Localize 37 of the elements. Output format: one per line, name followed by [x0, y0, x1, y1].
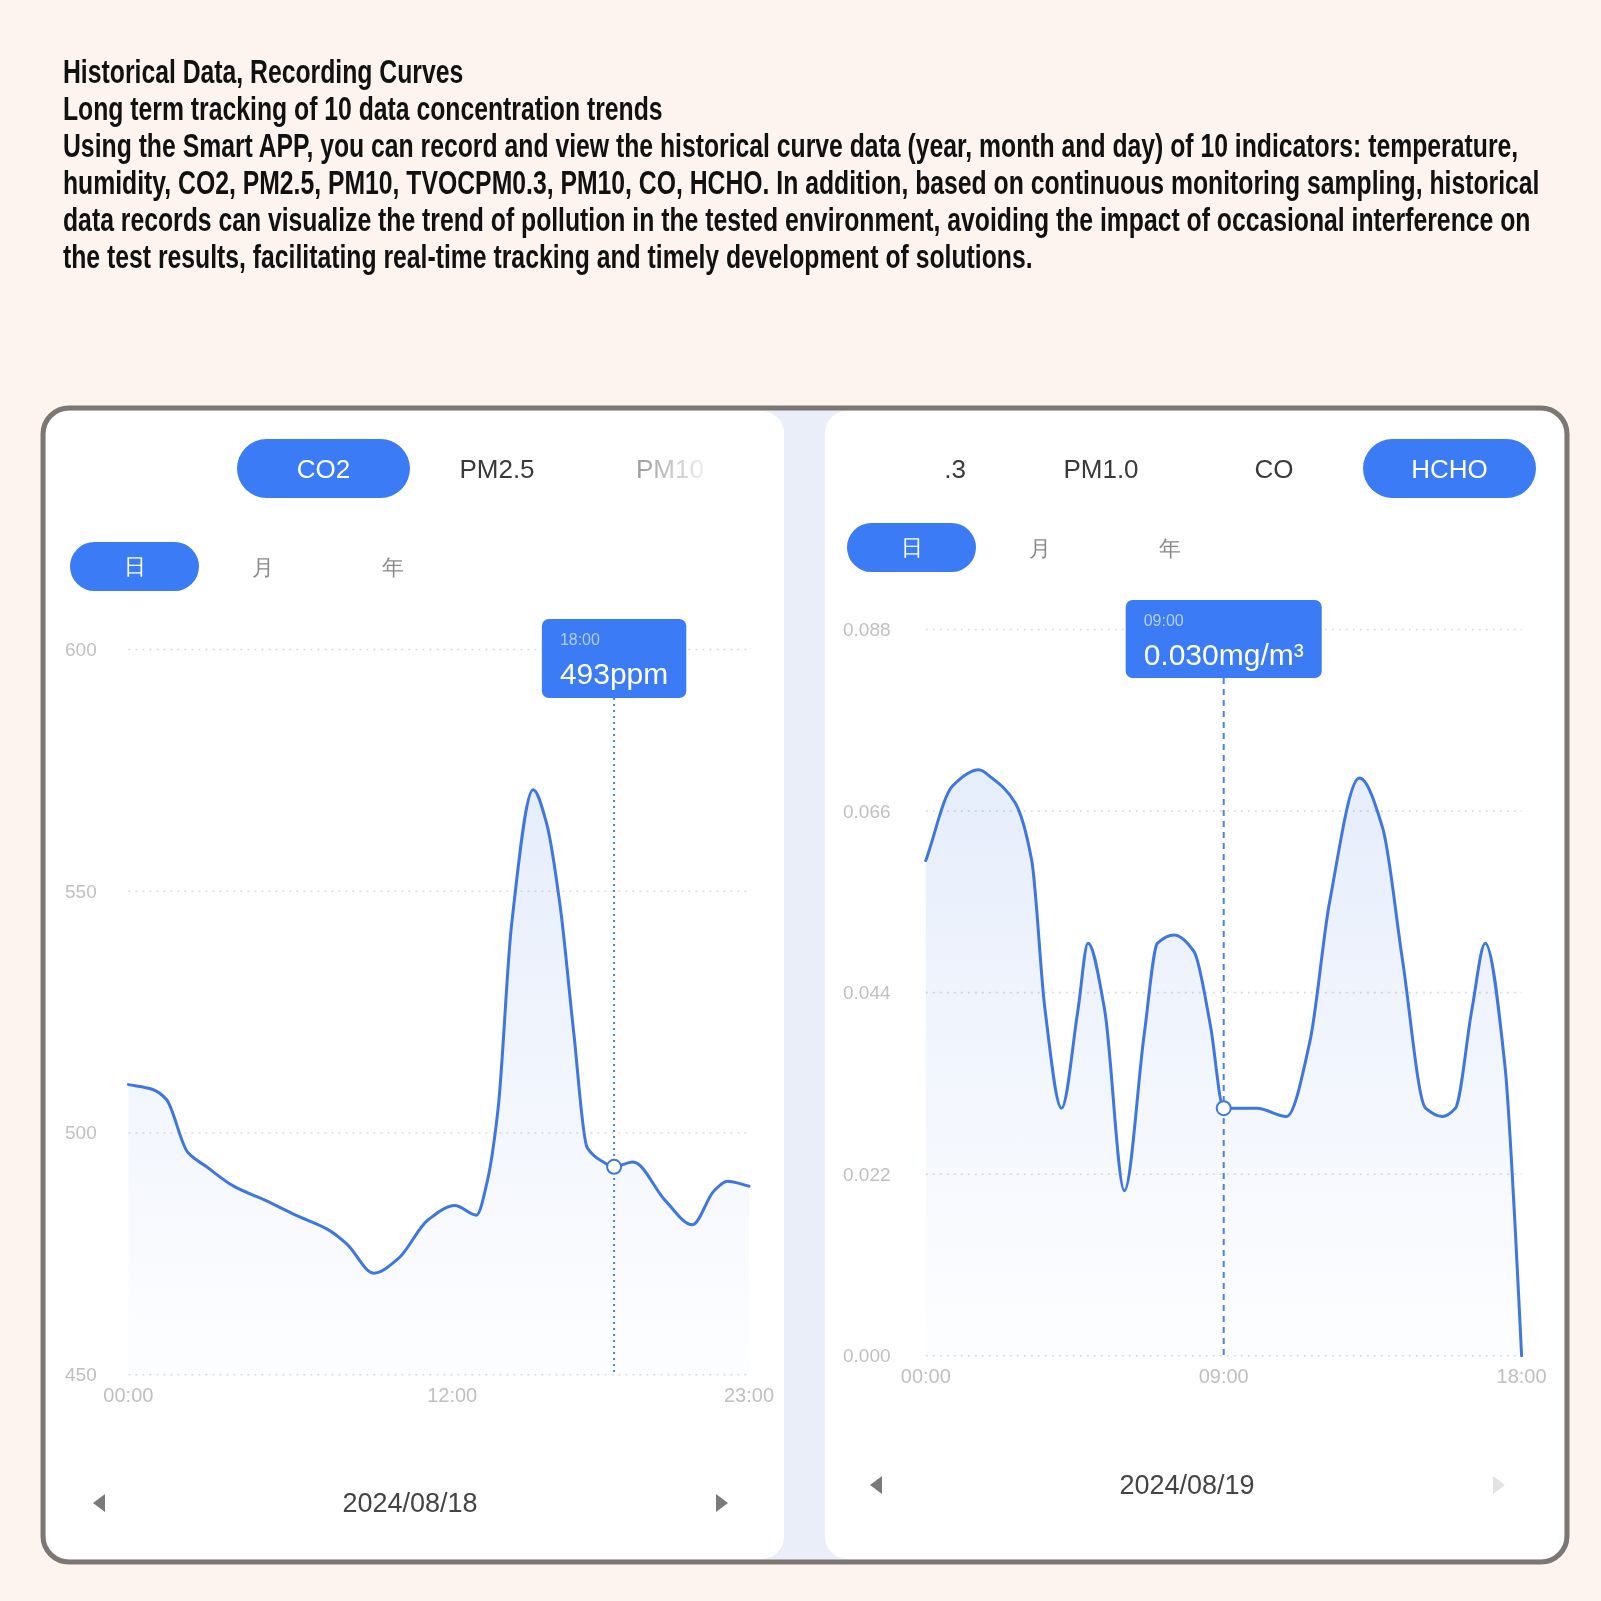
text: PM2.5 [459, 454, 535, 484]
text: 18:00 [559, 631, 601, 648]
annotation: 0.030mg/m³ [1143, 638, 1304, 671]
x-tick-label: 23:00 [723, 1384, 775, 1406]
y-tick-label: 600 [65, 639, 97, 660]
y-tick-label: 0.000 [843, 1345, 891, 1367]
x-tick-label: 09:00 [1198, 1365, 1249, 1387]
text: Using the Smart APP, you can record and view the historical curve data (year, month and day) of 10 indicators: temperature, humidity, CO2, PM2.5, PM10, TVOCPM0.3, PM10, CO, HCHO. In addition, based on continuous monitoring sampling, historical data records can visualize the trend of pollution in the tested environment, avoiding the impact of occasional interference on the test results, facilitating real-time tracking and timely development of solutions. [63, 127, 1541, 275]
chart-subtitle: Long term tracking of 10 data concentration trends [63, 90, 664, 127]
chart-title: Historical Data, Recording Curves [63, 53, 465, 90]
y-tick-label: 0.088 [843, 619, 891, 640]
text: 2024/08/19 [1119, 1470, 1255, 1500]
x-tick-label: 00:00 [900, 1365, 951, 1387]
text: CO2 [296, 453, 351, 484]
y-tick-label: 550 [65, 880, 97, 902]
text: CO [1254, 454, 1294, 484]
annotation: 493ppm [559, 657, 669, 690]
x-tick-label: 18:00 [1496, 1365, 1547, 1387]
text: .3 [944, 454, 966, 484]
text: 日 [123, 554, 146, 579]
y-tick-label: 500 [65, 1122, 97, 1144]
x-tick-label: 12:00 [427, 1384, 478, 1406]
text: 09:00 [1143, 612, 1184, 629]
y-tick-label: 450 [65, 1364, 97, 1386]
y-tick-label: 0.022 [843, 1163, 891, 1185]
text: PM10 [636, 454, 704, 484]
text: HCHO [1411, 453, 1488, 484]
x-tick-label: 00:00 [103, 1384, 154, 1406]
text: 日 [900, 535, 923, 560]
text: 年 [1159, 535, 1181, 561]
text: PM1.0 [1063, 454, 1139, 484]
y-tick-label: 0.044 [843, 982, 891, 1004]
y-tick-label: 0.066 [843, 800, 891, 822]
text: 2024/08/18 [342, 1488, 478, 1518]
text: 月 [1029, 535, 1051, 561]
text: 年 [382, 554, 404, 580]
text: 月 [252, 554, 274, 580]
